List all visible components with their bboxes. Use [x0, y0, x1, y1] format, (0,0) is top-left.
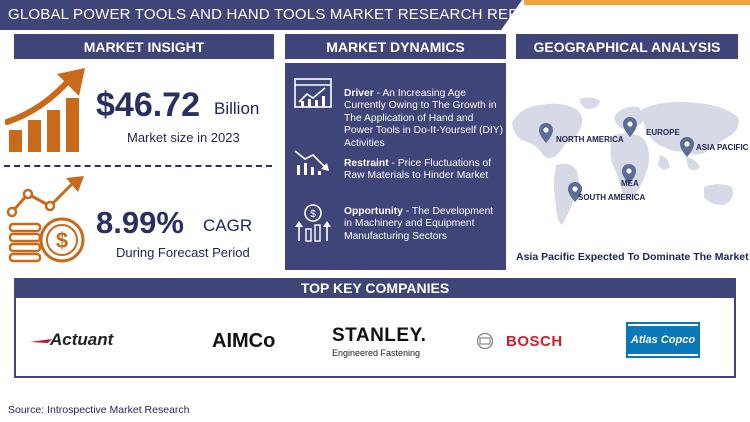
svg-text:$: $: [56, 228, 68, 253]
market-size-unit: Billion: [214, 99, 260, 118]
actuant-logo-text: Actuant: [50, 330, 114, 349]
asia-pacific-pin-icon: [680, 137, 694, 157]
opportunity-label: Opportunity: [344, 206, 403, 217]
atlas-copco-logo-text: Atlas Copco: [630, 334, 696, 346]
growth-chart-icon: [5, 68, 85, 152]
bosch-logo-text: BOSCH: [506, 333, 563, 350]
title-bar: [0, 0, 522, 30]
bosch-armature-icon: [476, 332, 494, 350]
south-america-pin-icon: [568, 182, 582, 202]
europe-pin-icon: [623, 117, 637, 137]
world-map: [512, 97, 739, 225]
geographical-analysis-header: GEOGRAPHICAL ANALYSIS: [516, 34, 738, 59]
asia-pacific-label: ASIA PACIFIC: [696, 143, 749, 152]
driver-text: - An Increasing Age Currently Owing to T…: [344, 88, 504, 149]
market-dynamics-panel: Driver - An Increasing Age Currently Owi…: [285, 63, 506, 270]
market-size-value: $46.72: [96, 86, 200, 124]
opportunity-icon: $: [295, 204, 331, 242]
cagr-caption: During Forecast Period: [116, 245, 250, 260]
cagr-unit: CAGR: [203, 216, 253, 235]
driver-item: Driver - An Increasing Age Currently Owi…: [344, 88, 504, 150]
companies-header: TOP KEY COMPANIES: [14, 278, 736, 298]
geo-caption: Asia Pacific Expected To Dominate The Ma…: [516, 251, 749, 263]
divider: [4, 165, 272, 167]
source-note: Source: Introspective Market Research: [8, 404, 190, 416]
market-size-caption: Market size in 2023: [127, 130, 240, 145]
north-america-pin-icon: [539, 123, 553, 143]
coin-growth-icon: $: [6, 176, 85, 263]
restraint-item: Restraint - Price Fluctuations of Raw Ma…: [344, 158, 504, 183]
south-america-label: SOUTH AMERICA: [578, 193, 646, 202]
stanley-tagline: Engineered Fastening: [332, 348, 421, 358]
europe-label: EUROPE: [646, 128, 680, 137]
actuant-swoosh-icon: [30, 339, 52, 343]
driver-label: Driver: [344, 88, 374, 99]
opportunity-text: - The Development in Machinery and Equip…: [344, 206, 494, 242]
market-insight-header: MARKET INSIGHT: [14, 34, 274, 59]
restraint-text: - Price Fluctuations of Raw Materials to…: [344, 158, 492, 182]
atlas-copco-logo-frame: Atlas Copco: [628, 324, 698, 356]
cagr-value: 8.99%: [96, 205, 184, 240]
stanley-logo: STANLEY. Engineered Fastening: [332, 325, 432, 358]
driver-icon: [294, 78, 332, 108]
title-accent-bar: [524, 0, 750, 5]
opportunity-item: Opportunity - The Development in Machine…: [344, 206, 504, 243]
aimco-logo: AIMCo: [212, 330, 276, 352]
atlas-copco-logo: Atlas Copco: [626, 322, 700, 358]
stanley-logo-text: STANLEY.: [332, 325, 427, 346]
bosch-logo: BOSCH: [476, 332, 576, 350]
restraint-icon: [294, 150, 329, 175]
north-america-label: NORTH AMERICA: [556, 135, 624, 144]
market-dynamics-header: MARKET DYNAMICS: [285, 34, 506, 59]
page-title: GLOBAL POWER TOOLS AND HAND TOOLS MARKET…: [8, 6, 551, 23]
actuant-logo: Actuant: [30, 328, 150, 352]
svg-text:$: $: [310, 209, 316, 220]
mea-label: MEA: [621, 179, 639, 188]
restraint-label: Restraint: [344, 158, 389, 169]
mea-pin-icon: [622, 164, 636, 184]
